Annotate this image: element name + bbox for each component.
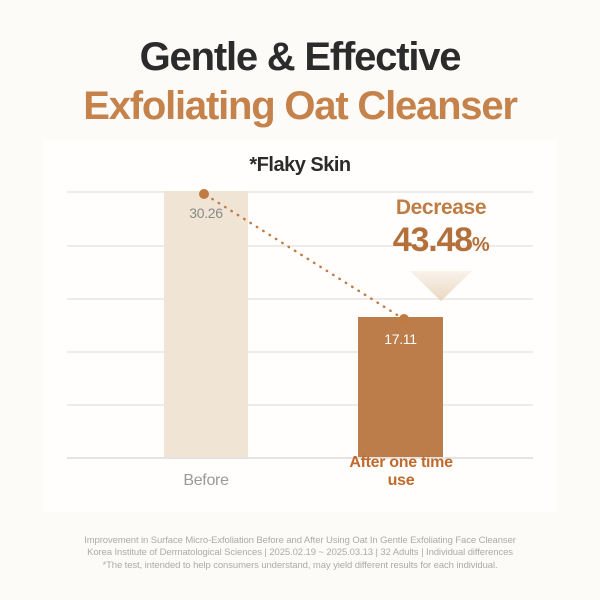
decrease-value-wrap: 43.48% bbox=[361, 221, 521, 264]
footnote-line-3: *The test, intended to help consumers un… bbox=[102, 559, 498, 571]
footnote-line-2: Korea Institute of Dermatological Scienc… bbox=[87, 547, 513, 558]
footnotes: Improvement in Surface Micro-Exfoliation… bbox=[0, 535, 600, 573]
axis-baseline bbox=[67, 457, 533, 459]
headline-line-2: Exfoliating Oat Cleanser bbox=[83, 84, 518, 128]
footnote-line-1: Improvement in Surface Micro-Exfoliation… bbox=[84, 534, 516, 546]
bar-value-before: 30.26 bbox=[189, 205, 223, 221]
percent-symbol: % bbox=[471, 234, 490, 256]
bar-before: 30.26 bbox=[164, 191, 248, 457]
chart-title: *Flaky Skin bbox=[249, 154, 351, 176]
decrease-callout: Decrease 43.48% bbox=[361, 196, 521, 264]
headline-line-1: Gentle & Effective bbox=[139, 35, 462, 79]
headline: Gentle & Effective Exfoliating Oat Clean… bbox=[0, 34, 600, 130]
decrease-label: Decrease bbox=[395, 196, 487, 219]
gridline-1 bbox=[67, 191, 533, 193]
gridline-5 bbox=[67, 404, 533, 406]
bar-after: 17.11 bbox=[358, 317, 443, 457]
bar-chart-plot: 30.26 17.11 Before After one time use De… bbox=[43, 140, 557, 512]
gridline-4 bbox=[67, 351, 533, 353]
chart-card: *Flaky Skin 30.26 17.11 Before After one… bbox=[43, 140, 557, 512]
bar-value-after: 17.11 bbox=[384, 331, 417, 347]
category-label-before: Before bbox=[183, 472, 229, 489]
decrease-value: 43.48 bbox=[392, 221, 473, 259]
category-label-after: After one time use bbox=[349, 454, 453, 489]
down-arrow-icon bbox=[408, 270, 474, 302]
